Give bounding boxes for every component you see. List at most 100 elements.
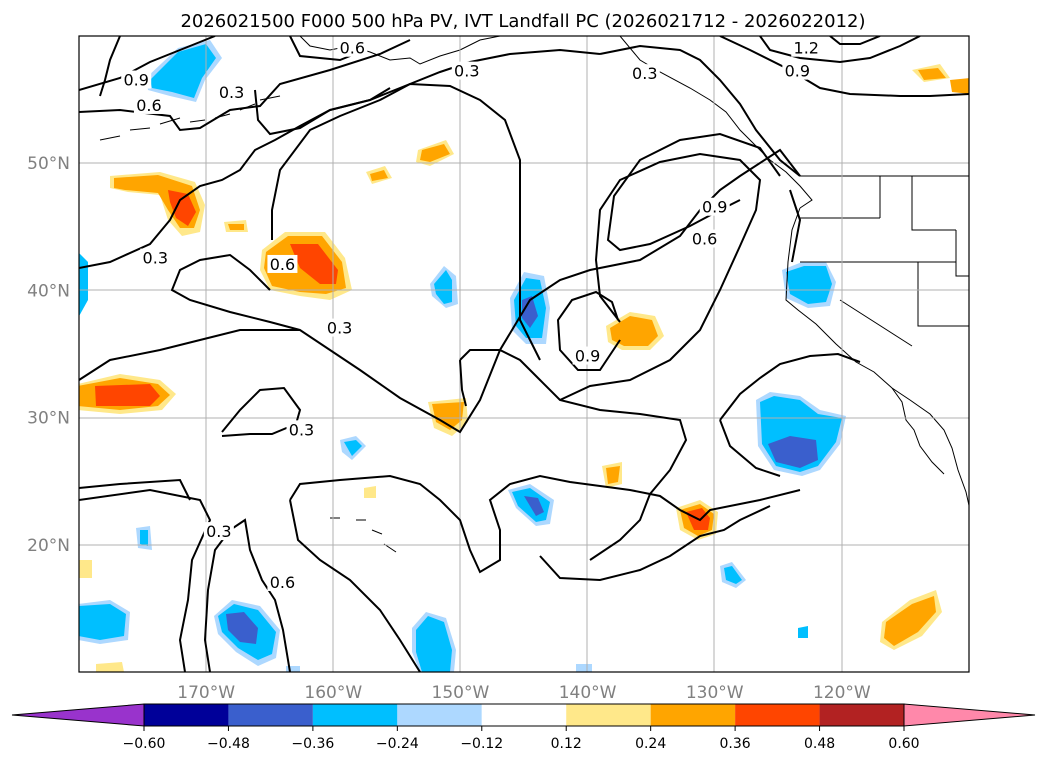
map-area: 0.6 0.9 0.6 0.3 0.3 0.3 1.2 0.9 0.3 0.6 0.3 0.9 0.6 0… — [78, 35, 970, 673]
pv-negative-area — [416, 616, 452, 672]
map-frame — [78, 35, 970, 673]
colorbar-tick-label: −0.60 — [123, 736, 166, 752]
baja-california-coastline — [891, 387, 945, 475]
contour-line — [599, 44, 801, 177]
contour-label: 0.6 — [136, 96, 161, 115]
contour-line — [719, 36, 969, 97]
colorbar-tick-label: −0.12 — [460, 736, 503, 752]
x-tick-label: 140°W — [559, 683, 617, 703]
contour-line — [289, 474, 801, 574]
contour-label: 0.3 — [206, 522, 231, 541]
coastlines — [99, 36, 969, 553]
pv-positive-area — [79, 560, 92, 578]
contour-line — [829, 36, 881, 45]
x-tick-label: 130°W — [686, 683, 744, 703]
colorbar-segment — [481, 704, 567, 726]
colorbar-tick-label: 0.48 — [804, 736, 835, 752]
contour-label-background — [451, 61, 482, 80]
pv-positive-area — [950, 78, 969, 94]
colorbar-segment — [735, 704, 820, 726]
contour-label-background — [782, 61, 813, 80]
colorbar-segment — [819, 704, 904, 726]
contour-label: 0.6 — [340, 39, 365, 58]
pv-negative-area — [434, 270, 452, 304]
colorbar-segment — [397, 704, 482, 726]
contour-label-background — [133, 95, 164, 114]
colorbar-tick-label: −0.24 — [376, 736, 419, 752]
contour-line — [559, 152, 762, 401]
contour-line — [79, 478, 191, 501]
pv-positive-area — [420, 144, 450, 162]
pv-positive-area — [606, 466, 620, 484]
contour-line — [99, 36, 121, 97]
pv-shading — [79, 40, 969, 672]
pv-positive-area — [370, 170, 388, 181]
pv-negative-area — [724, 566, 742, 584]
x-tick-label: 150°W — [432, 683, 490, 703]
pv-positive-area — [228, 224, 244, 230]
contour-label-background — [140, 248, 171, 267]
contour-line — [556, 290, 621, 371]
pv-negative-area — [150, 44, 216, 98]
contour-line — [79, 36, 216, 91]
contour-label-background — [324, 318, 355, 337]
colorbar-tick-label: 0.36 — [720, 736, 751, 752]
y-tick-label: 20°N — [27, 536, 70, 556]
y-axis-ticks: 20°N 30°N 40°N 50°N — [27, 154, 70, 556]
contour-line — [719, 352, 861, 421]
pv-positive-area — [96, 662, 124, 672]
x-tick-label: 120°W — [813, 683, 871, 703]
pv-negative-area — [286, 666, 300, 672]
contour-line — [170, 253, 301, 331]
pv-negative-area — [786, 266, 832, 304]
contour-label-background — [121, 70, 152, 89]
contour-label: 0.3 — [632, 64, 657, 83]
contour-label: 0.9 — [123, 71, 148, 90]
colorbar-tick-label: 0.60 — [888, 736, 919, 752]
colorbar-segment — [144, 704, 229, 726]
contour-line — [289, 499, 421, 672]
contour-line — [459, 359, 467, 407]
contour-label-background — [337, 38, 368, 57]
pv-negative-area — [344, 440, 362, 456]
contour-line — [203, 518, 291, 672]
colorbar-tick-label: 0.24 — [635, 736, 666, 752]
y-tick-label: 30°N — [27, 409, 70, 429]
contour-label: 0.3 — [289, 420, 314, 439]
contour-line — [221, 386, 302, 437]
contour-line — [606, 132, 781, 252]
contour-line — [759, 36, 921, 64]
map-background — [79, 36, 969, 672]
pv-negative-area — [798, 626, 808, 638]
contour-label: 1.2 — [794, 39, 819, 58]
aleutian-islands — [99, 95, 281, 141]
contour-label-background — [699, 197, 730, 216]
pv-negative-area — [79, 253, 88, 317]
hawaiian-islands — [330, 517, 397, 553]
contour-line — [539, 505, 771, 582]
alaska-coastline — [299, 36, 501, 65]
contour-line — [79, 39, 411, 132]
contour-label-background — [791, 38, 822, 57]
x-tick-label: 170°W — [177, 683, 235, 703]
pv-negative-area — [524, 496, 544, 516]
contour-label-background — [216, 83, 247, 102]
x-axis-ticks: 170°W 160°W 150°W 140°W 130°W 120°W — [177, 683, 871, 703]
colorbar-tick-label: −0.48 — [207, 736, 250, 752]
contour-line — [271, 82, 541, 361]
contour-label: 0.9 — [785, 62, 810, 81]
colorbar-segment — [312, 704, 398, 726]
pv-positive-area — [95, 384, 160, 406]
pv-positive-area — [918, 68, 946, 80]
colorbar-segment — [566, 704, 651, 726]
colorbar: −0.60 −0.48 −0.36 −0.24 −0.12 0.12 0.24 0.36 0.4… — [11, 703, 1036, 752]
contour-line — [254, 87, 391, 136]
colorbar-outline — [143, 703, 905, 727]
colorbar-extend-min — [11, 703, 145, 727]
colorbar-tick-label: −0.36 — [291, 736, 334, 752]
contour-label: 0.6 — [270, 573, 295, 592]
contour-label: 0.9 — [575, 347, 600, 366]
pv-negative-area — [768, 436, 818, 468]
contour-line — [789, 189, 802, 263]
